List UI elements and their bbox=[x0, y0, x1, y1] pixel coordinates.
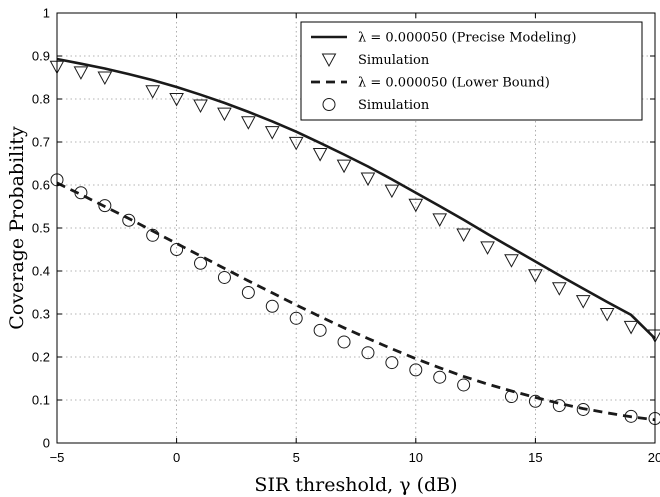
triangle-marker bbox=[528, 269, 543, 283]
legend-entry-label: Simulation bbox=[358, 53, 430, 68]
circle-marker bbox=[98, 199, 112, 213]
triangle-marker bbox=[360, 172, 376, 187]
y-tick-label: 0.3 bbox=[32, 307, 50, 322]
circle-marker bbox=[217, 270, 231, 284]
series-1 bbox=[56, 57, 656, 340]
triangle-marker bbox=[575, 295, 591, 309]
circle-marker bbox=[289, 311, 303, 325]
triangle-marker bbox=[504, 254, 519, 268]
y-axis-label: Coverage Probability bbox=[6, 126, 28, 330]
y-tick-label: 0.4 bbox=[32, 264, 50, 279]
circle-marker bbox=[265, 299, 279, 313]
circle-marker bbox=[624, 409, 638, 423]
circle-marker bbox=[457, 378, 471, 392]
x-tick-label: 20 bbox=[648, 450, 660, 465]
triangle-marker bbox=[217, 107, 232, 122]
legend-entry-label: λ = 0.000050 (Lower Bound) bbox=[358, 76, 550, 91]
triangle-marker bbox=[321, 53, 337, 68]
triangle-marker bbox=[241, 116, 256, 130]
circle-marker bbox=[576, 402, 590, 416]
circle-marker bbox=[409, 363, 423, 377]
circle-marker bbox=[504, 390, 518, 404]
legend-box bbox=[300, 21, 643, 121]
triangle-marker bbox=[288, 136, 304, 151]
circle-marker bbox=[322, 98, 336, 111]
triangle-marker bbox=[623, 320, 639, 335]
circle-marker bbox=[337, 335, 351, 349]
x-tick-label: 15 bbox=[528, 450, 542, 465]
triangle-marker bbox=[599, 308, 615, 322]
y-tick-label: 0.2 bbox=[32, 350, 50, 365]
circle-marker bbox=[385, 356, 399, 370]
circle-marker bbox=[313, 323, 327, 337]
triangle-marker bbox=[551, 282, 567, 296]
y-tick-label: 0 bbox=[43, 436, 50, 451]
series-group bbox=[49, 57, 660, 425]
circle-marker bbox=[170, 243, 184, 256]
triangle-marker bbox=[408, 198, 424, 213]
x-tick-label: 0 bbox=[173, 450, 180, 465]
triangle-marker bbox=[480, 241, 495, 255]
x-tick-label: 5 bbox=[293, 450, 300, 465]
y-tick-label: 0.6 bbox=[32, 178, 50, 193]
y-tick-label: 0.1 bbox=[32, 393, 50, 408]
triangle-marker bbox=[336, 159, 352, 174]
legend: λ = 0.000050 (Precise Modeling) Simulatio… bbox=[300, 21, 643, 121]
triangle-marker bbox=[73, 66, 89, 80]
circle-marker bbox=[552, 399, 566, 413]
lower-bound-line bbox=[56, 181, 656, 422]
circle-marker bbox=[74, 186, 88, 200]
y-tick-label: 0.5 bbox=[32, 221, 50, 236]
triangle-marker bbox=[432, 213, 448, 227]
circle-marker bbox=[122, 213, 136, 227]
triangle-marker bbox=[97, 71, 113, 86]
triangle-marker bbox=[169, 93, 184, 107]
y-tick-label: 0.7 bbox=[32, 135, 50, 150]
triangle-marker bbox=[384, 184, 400, 199]
legend-entry-label: λ = 0.000050 (Precise Modeling) bbox=[358, 31, 576, 46]
circle-marker bbox=[146, 228, 160, 242]
circle-marker bbox=[361, 346, 375, 360]
legend-entry-label: Simulation bbox=[358, 98, 430, 113]
triangle-marker bbox=[193, 99, 208, 113]
x-axis-label: SIR threshold, γ (dB) bbox=[254, 474, 457, 496]
grid bbox=[57, 13, 655, 443]
triangle-marker bbox=[456, 228, 471, 242]
circle-marker bbox=[528, 394, 542, 408]
series-4 bbox=[50, 173, 660, 425]
y-tick-label: 0.8 bbox=[32, 92, 50, 107]
circle-marker bbox=[194, 256, 208, 270]
y-tick-label: 1 bbox=[43, 6, 50, 21]
series-2 bbox=[49, 60, 660, 344]
circle-marker bbox=[241, 286, 255, 299]
precise-model-line bbox=[56, 57, 656, 340]
x-tick-label: 10 bbox=[409, 450, 423, 465]
triangle-marker bbox=[145, 85, 161, 99]
triangle-marker bbox=[264, 126, 280, 140]
y-tick-label: 0.9 bbox=[32, 49, 50, 64]
series-3 bbox=[56, 181, 656, 422]
x-tick-label: −5 bbox=[50, 450, 65, 465]
circle-marker bbox=[433, 370, 447, 384]
triangle-marker bbox=[312, 148, 328, 162]
